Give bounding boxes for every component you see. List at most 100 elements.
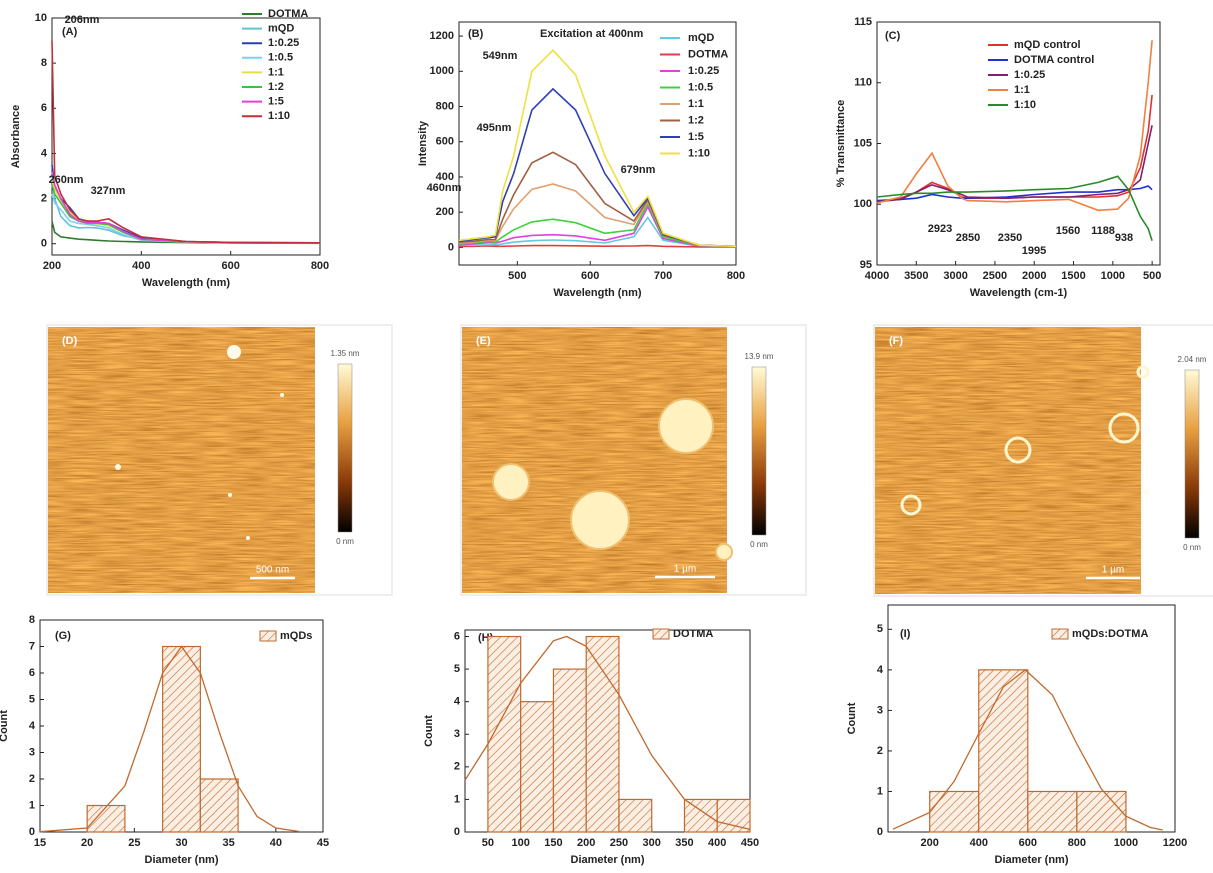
x-tick-label: 800 — [311, 260, 329, 272]
y-tick-label: 3 — [454, 728, 460, 740]
legend-label: DOTMA — [268, 8, 308, 20]
x-axis-title: Diameter (nm) — [571, 854, 645, 866]
panel-label: (B) — [468, 28, 484, 40]
legend-swatch — [652, 628, 670, 640]
y-tick-label: 4 — [41, 147, 48, 159]
y-tick-label: 0 — [29, 826, 35, 838]
x-tick-label: 400 — [970, 837, 988, 849]
series-line — [876, 94, 1153, 203]
annotation: 460nm — [427, 182, 462, 194]
series-line — [458, 244, 737, 248]
y-tick-label: 6 — [29, 667, 35, 679]
y-tick-label: 200 — [436, 206, 454, 218]
x-tick-label: 250 — [610, 837, 628, 849]
colorbar — [1184, 369, 1200, 539]
afm-feature — [115, 464, 121, 470]
colorbar — [337, 363, 353, 533]
y-tick-label: 1 — [877, 785, 883, 797]
x-tick-label: 500 — [1143, 270, 1161, 282]
x-tick-label: 40 — [270, 837, 282, 849]
legend-label: 1:2 — [268, 81, 284, 93]
x-axis-title: Diameter (nm) — [145, 854, 219, 866]
y-axis-title: Count — [0, 710, 10, 742]
y-tick-label: 115 — [854, 16, 872, 28]
legend-label: 1:10 — [688, 147, 710, 159]
afm-image — [462, 327, 727, 593]
legend-label: DOTMA — [673, 628, 713, 640]
y-tick-label: 105 — [854, 137, 872, 149]
panel-label: (G) — [55, 630, 71, 642]
histogram-bar — [929, 790, 980, 833]
series-line — [51, 193, 321, 244]
annotation: 260nm — [49, 174, 84, 186]
y-tick-label: 4 — [29, 720, 36, 732]
legend-label: mQDs:DOTMA — [1072, 628, 1148, 640]
y-tick-label: 4 — [454, 696, 461, 708]
colorbar-min: 0 nm — [1183, 543, 1201, 552]
series-line — [876, 175, 1153, 241]
legend-swatch — [1051, 628, 1069, 640]
y-tick-label: 6 — [454, 630, 460, 642]
scale-bar-label: 1 µm — [1102, 565, 1124, 576]
annotation: 2850 — [956, 232, 980, 244]
legend-label: mQD — [268, 23, 294, 35]
afm-feature — [246, 536, 250, 540]
colorbar-min: 0 nm — [750, 540, 768, 549]
y-tick-label: 8 — [29, 614, 35, 626]
histogram-bar — [716, 798, 751, 833]
annotation: 2923 — [928, 223, 952, 235]
y-tick-label: 1 — [29, 799, 35, 811]
colorbar-max: 2.04 nm — [1178, 355, 1207, 364]
panel-label: (E) — [476, 335, 491, 347]
x-tick-label: 45 — [317, 837, 329, 849]
x-tick-label: 1500 — [1061, 270, 1085, 282]
afm-feature — [570, 490, 630, 550]
y-axis-title: Count — [423, 715, 435, 747]
y-axis-title: % Transmittance — [835, 100, 847, 187]
fit-curve — [464, 635, 751, 831]
panel-label: (C) — [885, 30, 901, 42]
afm-feature — [1004, 436, 1032, 464]
afm-feature — [227, 345, 241, 359]
series-line — [458, 87, 737, 248]
histogram-bar — [683, 798, 718, 833]
x-tick-label: 600 — [581, 270, 599, 282]
y-axis-title: Count — [846, 702, 858, 734]
y-tick-label: 0 — [41, 238, 47, 250]
panel-label: (A) — [62, 26, 78, 38]
x-tick-label: 2500 — [983, 270, 1007, 282]
histogram-bar — [978, 669, 1029, 833]
afm-feature — [658, 398, 714, 454]
legend-label: 1:0.5 — [688, 81, 713, 93]
legend-label: 1:5 — [688, 131, 704, 143]
x-tick-label: 200 — [577, 837, 595, 849]
histogram-bar — [552, 668, 587, 833]
y-tick-label: 6 — [41, 102, 47, 114]
panel-frame — [46, 324, 393, 596]
afm-feature — [1108, 412, 1140, 444]
legend-label: 1:10 — [268, 110, 290, 122]
series-line — [51, 164, 321, 244]
x-tick-label: 3000 — [943, 270, 967, 282]
x-tick-label: 35 — [223, 837, 235, 849]
y-tick-label: 110 — [854, 77, 872, 89]
x-tick-label: 100 — [512, 837, 530, 849]
panel-label: (F) — [889, 335, 903, 347]
annotation: 549nm — [483, 50, 518, 62]
afm-feature — [1136, 365, 1150, 379]
histogram-bar — [520, 701, 555, 833]
histogram-bar — [1027, 790, 1078, 833]
y-tick-label: 2 — [454, 761, 460, 773]
panel-label: (I) — [900, 628, 911, 640]
annotation: 679nm — [621, 164, 656, 176]
histogram-bar — [86, 804, 126, 833]
y-tick-label: 8 — [41, 57, 47, 69]
y-tick-label: 1 — [454, 793, 460, 805]
x-tick-label: 1000 — [1114, 837, 1138, 849]
plot-frame — [458, 21, 737, 266]
afm-feature — [715, 543, 733, 561]
annotation: 206nm — [65, 14, 100, 26]
y-axis-title: Absorbance — [10, 105, 22, 169]
